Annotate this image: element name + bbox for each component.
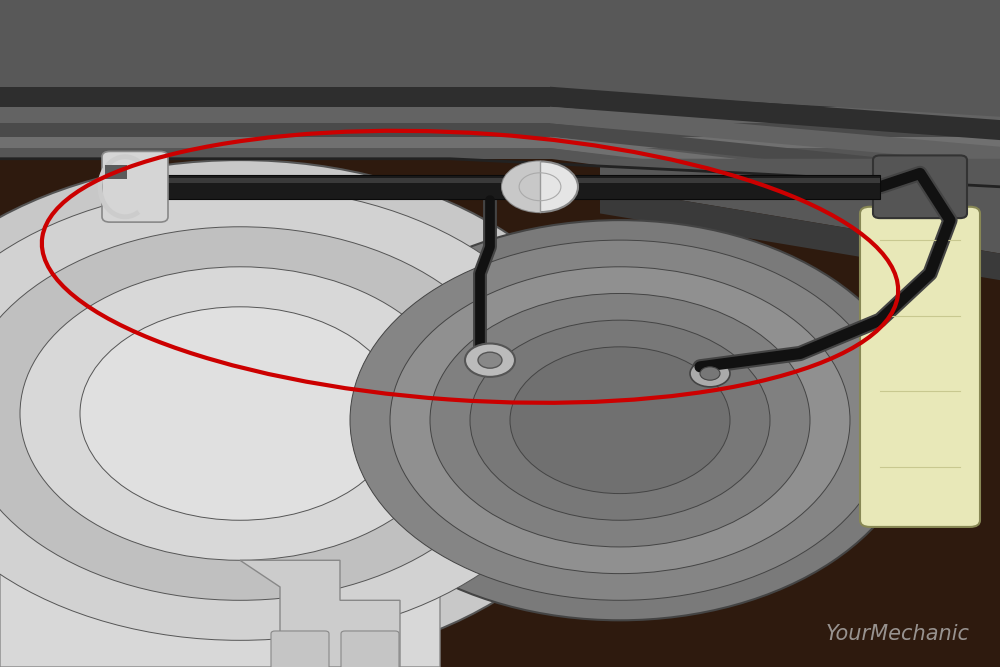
Circle shape	[430, 293, 810, 547]
Text: YourMechanic: YourMechanic	[826, 624, 970, 644]
Circle shape	[690, 360, 730, 387]
Polygon shape	[0, 467, 440, 667]
Circle shape	[0, 227, 520, 600]
Circle shape	[470, 320, 770, 520]
Circle shape	[0, 160, 620, 667]
Bar	[105, 165, 127, 179]
Circle shape	[0, 187, 580, 640]
Circle shape	[478, 352, 502, 368]
Polygon shape	[550, 137, 1000, 201]
FancyBboxPatch shape	[271, 631, 329, 667]
Circle shape	[320, 220, 920, 620]
FancyBboxPatch shape	[102, 151, 168, 222]
Polygon shape	[550, 87, 1000, 140]
Polygon shape	[240, 560, 400, 667]
Circle shape	[510, 347, 730, 494]
Polygon shape	[550, 148, 1000, 219]
Polygon shape	[600, 159, 1000, 253]
FancyBboxPatch shape	[873, 155, 967, 218]
Bar	[0, 123, 1000, 137]
Circle shape	[465, 344, 515, 377]
Bar	[0, 107, 1000, 123]
Polygon shape	[550, 107, 1000, 163]
Bar	[0, 159, 1000, 667]
Bar	[0, 0, 1000, 90]
FancyBboxPatch shape	[860, 207, 980, 527]
Polygon shape	[550, 123, 1000, 183]
Circle shape	[700, 367, 720, 380]
Circle shape	[20, 267, 460, 560]
Bar	[0, 87, 1000, 107]
Circle shape	[350, 240, 890, 600]
Bar	[0, 148, 1000, 159]
Bar	[135, 175, 880, 199]
Bar	[135, 178, 880, 183]
Polygon shape	[550, 0, 1000, 117]
Circle shape	[390, 267, 850, 574]
Circle shape	[502, 161, 578, 212]
Circle shape	[80, 307, 400, 520]
Wedge shape	[502, 161, 540, 212]
Polygon shape	[600, 187, 1000, 280]
FancyBboxPatch shape	[341, 631, 399, 667]
Bar	[0, 137, 1000, 148]
